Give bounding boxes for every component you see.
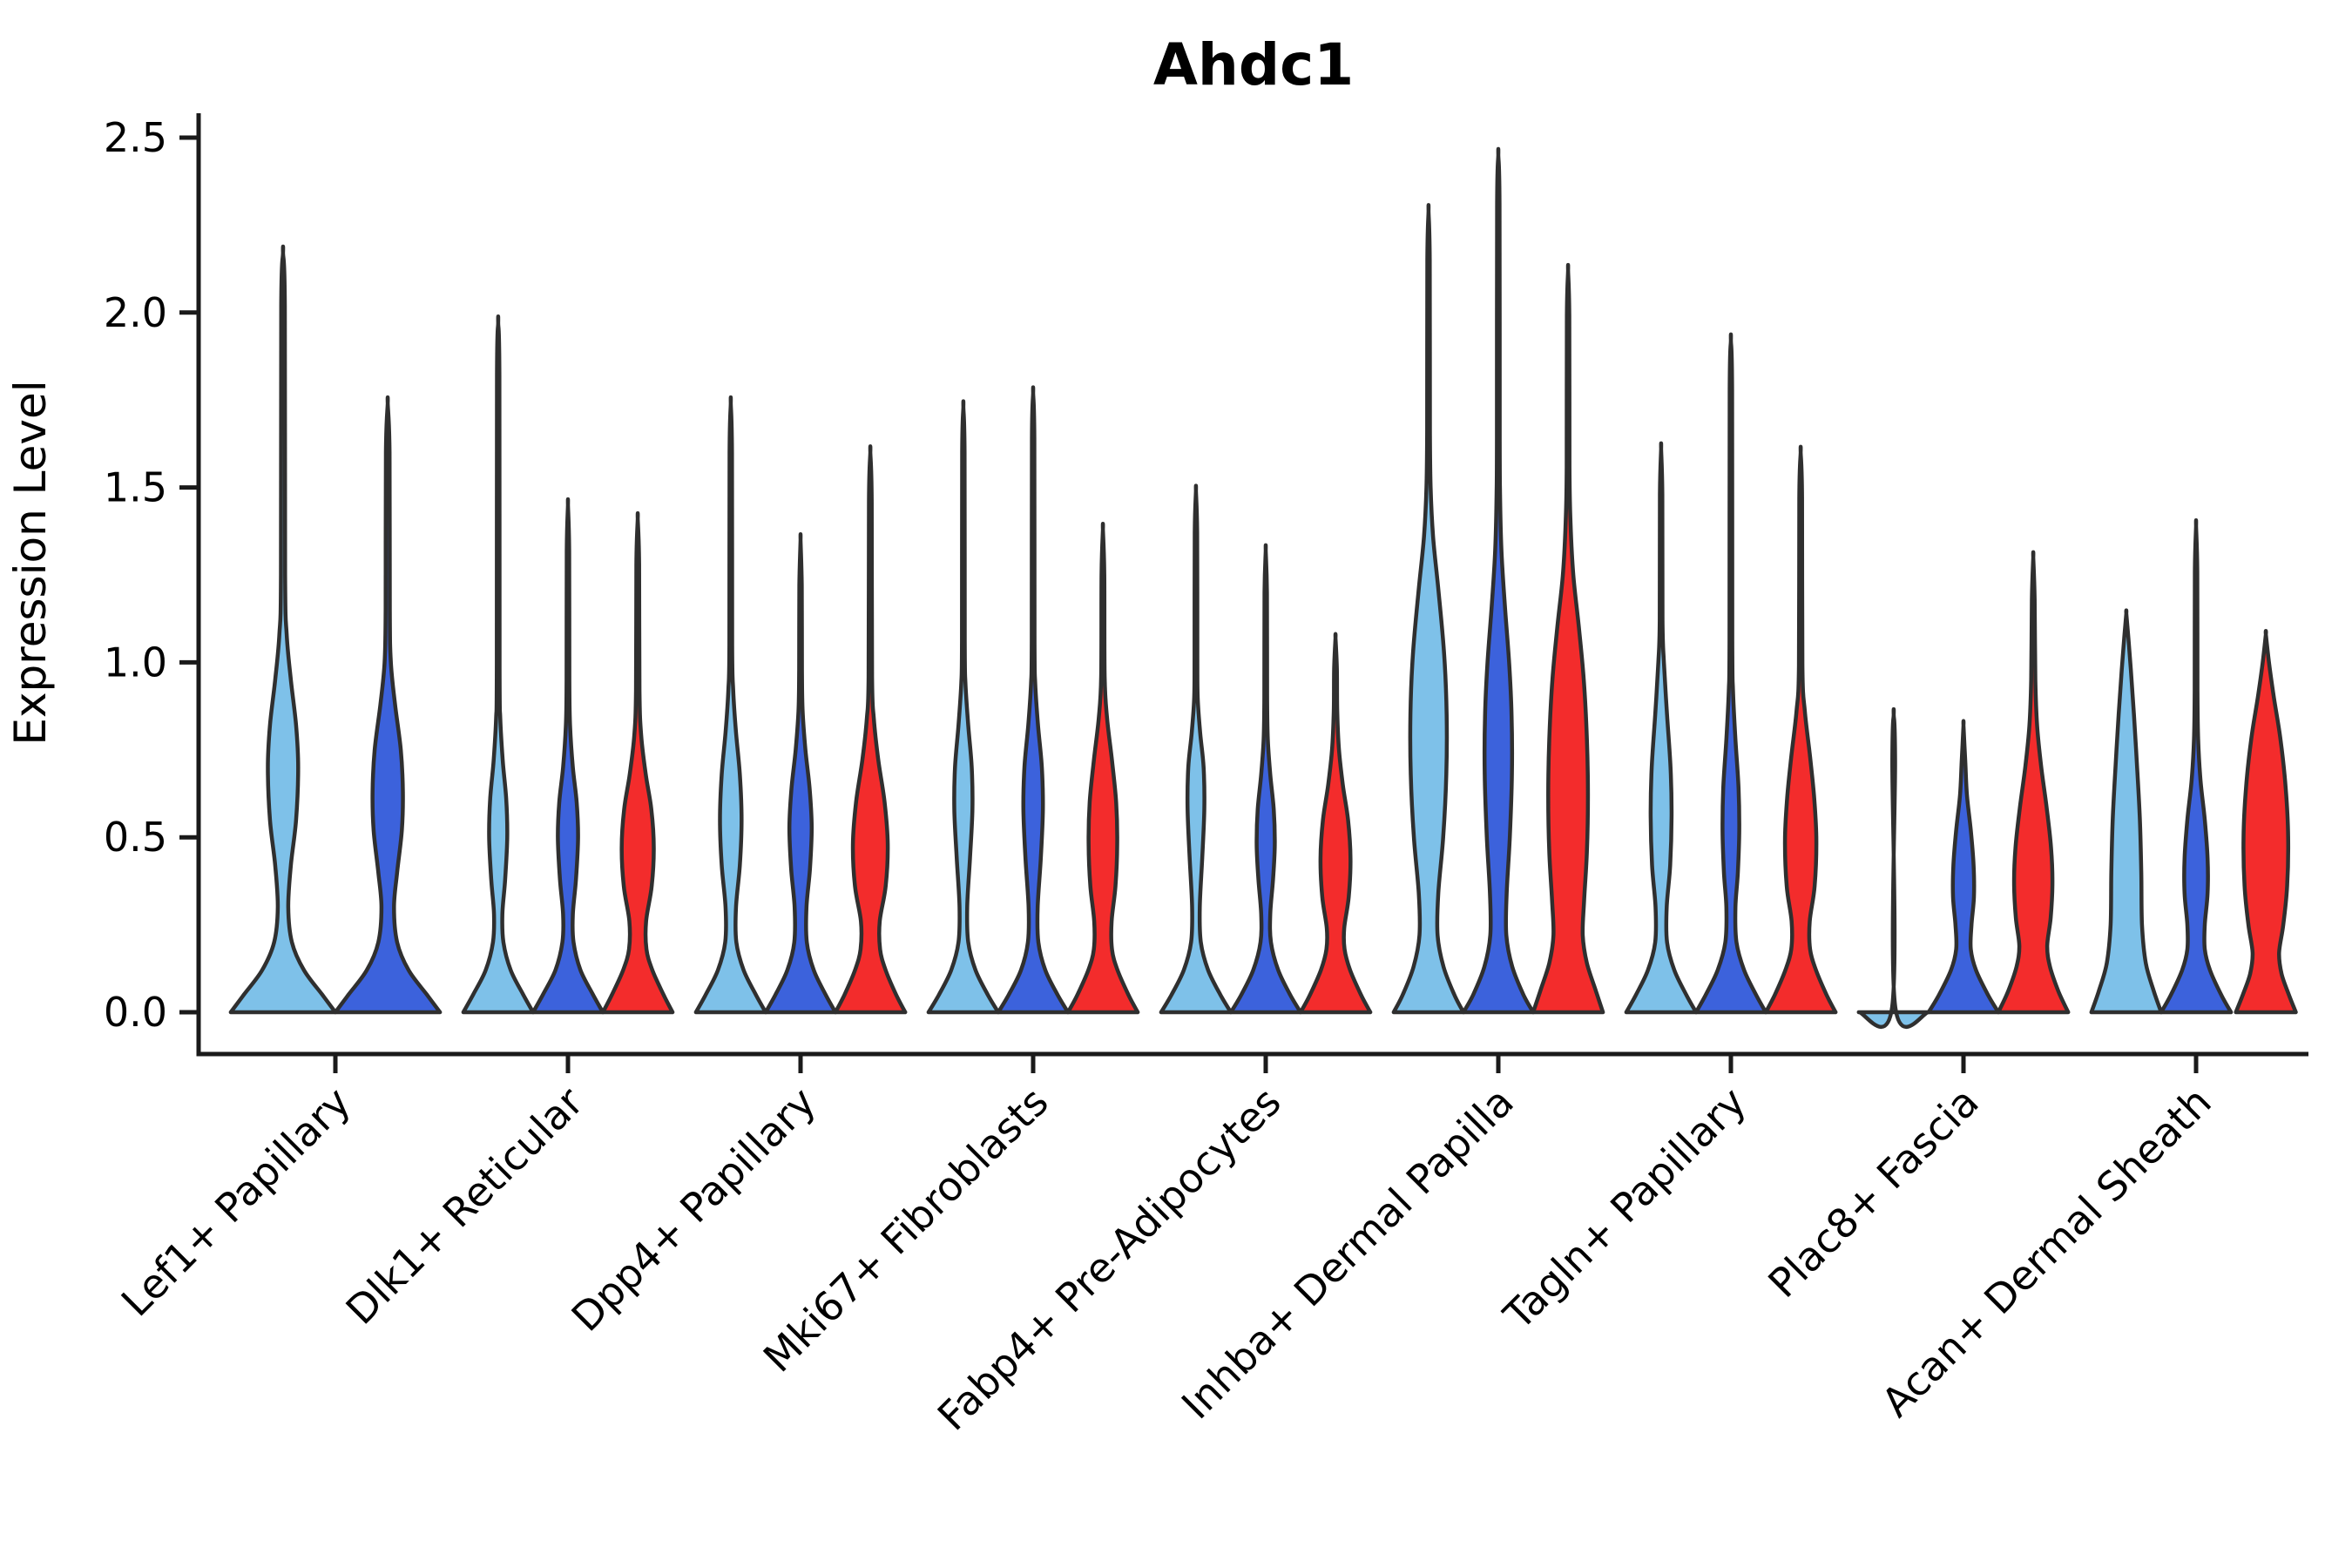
violin <box>1996 550 2071 1015</box>
violin-group <box>926 385 1140 1015</box>
y-tick-label: 1.0 <box>104 639 167 686</box>
y-tick-label: 0.5 <box>104 814 167 861</box>
violin <box>1531 262 1605 1015</box>
violin-group <box>2089 518 2298 1015</box>
violins-layer <box>228 146 2298 1030</box>
violin <box>833 444 908 1015</box>
violin-group <box>693 395 908 1015</box>
violin <box>1856 706 1931 1030</box>
violin-group <box>1624 332 1838 1015</box>
violin <box>2234 629 2298 1015</box>
violin-group <box>1391 146 1605 1015</box>
violin <box>926 399 1001 1015</box>
violin <box>1693 332 1768 1015</box>
x-tick-label: Lef1+ Papillary <box>112 1078 360 1326</box>
violin <box>1391 203 1466 1015</box>
violin-group <box>228 244 443 1015</box>
y-tick-label: 0.0 <box>104 989 167 1036</box>
violin <box>1926 719 2001 1015</box>
violin <box>996 385 1071 1015</box>
violin-group <box>1159 483 1373 1015</box>
y-axis-label: Expression Level <box>5 380 56 745</box>
violin <box>1228 543 1303 1015</box>
violin <box>693 395 768 1015</box>
x-tick-label: Tagln+ Papillary <box>1494 1078 1755 1340</box>
violin <box>763 532 838 1015</box>
violin <box>1763 444 1838 1015</box>
violin <box>1298 632 1373 1015</box>
y-tick-label: 2.5 <box>104 114 167 161</box>
violin-group <box>1856 550 2071 1030</box>
violin <box>1461 146 1536 1015</box>
violin <box>2089 608 2164 1015</box>
violin <box>600 510 675 1015</box>
chart-title: Ahdc1 <box>1153 31 1354 98</box>
x-tick-label: Plac8+ Fascia <box>1759 1078 1987 1307</box>
violin <box>1624 441 1699 1015</box>
violin <box>1159 483 1233 1015</box>
x-tick-label: Dpp4+ Papillary <box>563 1078 825 1341</box>
x-tick-label: Dlk1+ Reticular <box>337 1078 592 1334</box>
y-tick-label: 2.0 <box>104 289 167 336</box>
violin <box>2159 518 2234 1015</box>
violin <box>461 314 536 1015</box>
violin <box>531 497 605 1015</box>
violin <box>333 395 443 1015</box>
violin-group <box>461 314 675 1015</box>
violin <box>228 244 338 1015</box>
violin <box>1065 522 1140 1015</box>
y-tick-label: 1.5 <box>104 464 167 511</box>
